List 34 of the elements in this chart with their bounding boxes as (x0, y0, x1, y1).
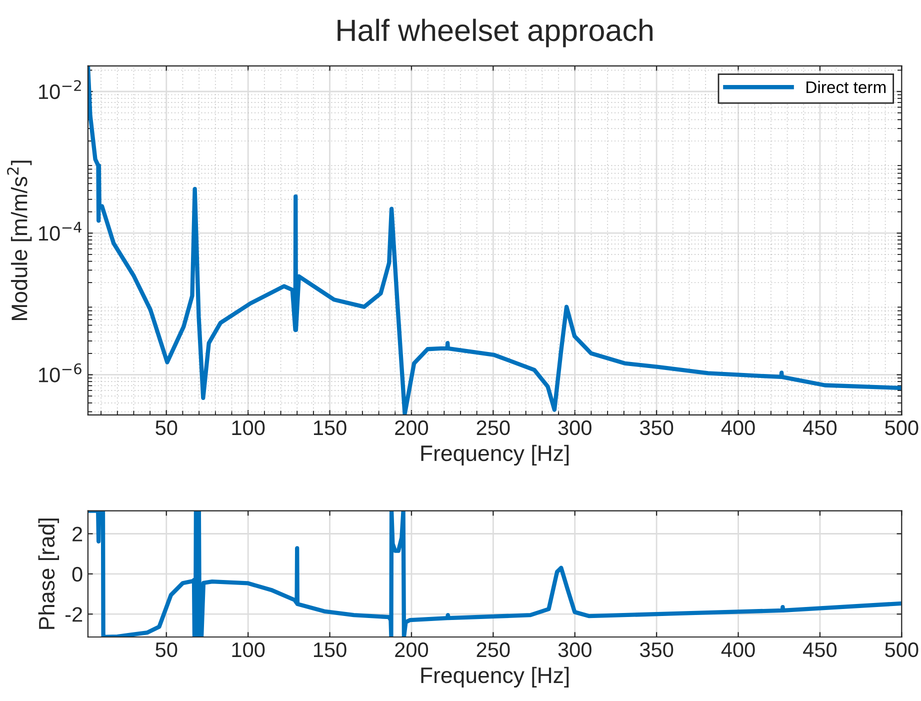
y-tick-label: 10$^{−6}$ (39, 363, 82, 382)
x-axis-title: Frequency [Hz] (421, 444, 569, 466)
line-series (88, 66, 902, 415)
x-tick-label: 500 (885, 642, 918, 658)
x-tick-label: 400 (721, 420, 755, 436)
x-tick-label: 350 (640, 420, 674, 436)
x-tick-label: 250 (476, 420, 510, 436)
x-tick-label: 500 (885, 420, 918, 436)
x-tick-label: 100 (232, 642, 265, 658)
x-tick-label: 50 (156, 420, 178, 436)
x-tick-label: 200 (395, 642, 428, 658)
x-tick-label: 200 (395, 420, 428, 436)
x-tick-label: 250 (476, 642, 510, 658)
x-tick-label: 300 (558, 642, 592, 658)
y-tick-label: 10$^{−2}$ (39, 80, 81, 100)
x-tick-label: 350 (640, 642, 674, 658)
line-series (88, 510, 902, 637)
x-tick-label: 450 (803, 642, 837, 658)
legend-label: Direct term (806, 80, 886, 94)
x-tick-label: 100 (232, 420, 265, 436)
y-tick-label: 10$^{−4}$ (39, 222, 82, 241)
x-tick-label: 400 (721, 642, 755, 658)
y-tick-label: 2 (72, 526, 82, 542)
x-axis-title: Frequency [Hz] (421, 666, 569, 688)
y-axis-title: Phase [rad] (38, 518, 60, 629)
x-tick-label: 50 (156, 642, 178, 658)
x-tick-label: 300 (558, 420, 592, 436)
y-axis-title: Module [m/m/s$^{2}$] (7, 160, 32, 320)
x-tick-label: 150 (314, 642, 346, 658)
chart-title: Half wheelset approach (338, 18, 652, 48)
x-tick-label: 450 (803, 420, 837, 436)
x-tick-label: 150 (314, 420, 346, 436)
y-tick-label: 0 (72, 566, 82, 582)
y-tick-label: -2 (65, 607, 82, 622)
